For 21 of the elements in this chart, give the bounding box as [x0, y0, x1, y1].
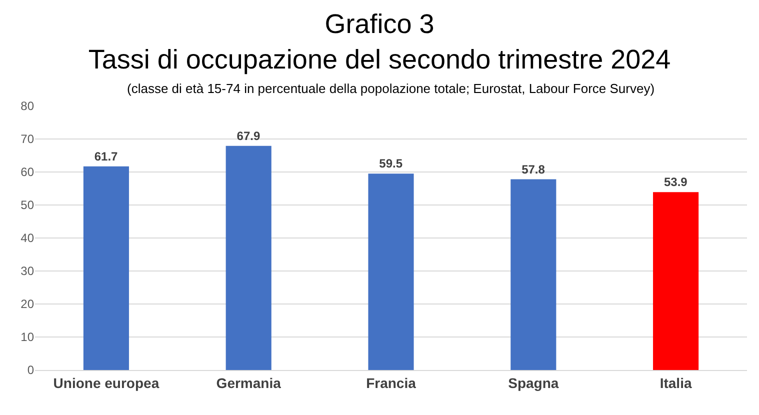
y-tick-label: 70 — [20, 132, 34, 146]
y-tick-label: 40 — [20, 231, 34, 246]
x-tick-label: Germania — [216, 374, 282, 391]
x-tick-label: Italia — [660, 374, 692, 391]
x-tick-label: Spagna — [508, 374, 559, 391]
y-tick-label: 50 — [20, 198, 34, 212]
y-tick-label: 80 — [20, 99, 34, 114]
chart-subtitle: (classe di età 15-74 in percentuale della popolazione totale; Eurostat, Labour Force Survey) — [127, 81, 655, 96]
data-label: 57.8 — [522, 162, 546, 176]
data-label: 67.9 — [236, 128, 260, 143]
y-tick-label: 30 — [20, 264, 34, 278]
y-tick-label: 20 — [20, 297, 34, 312]
data-label: 59.5 — [379, 156, 403, 171]
data-label: 61.7 — [94, 149, 118, 164]
data-label: 53.9 — [664, 175, 688, 190]
y-tick-label: 0 — [27, 363, 34, 378]
y-tick-label: 10 — [20, 330, 34, 344]
chart-title: Grafico 3 Tassi di occupazione del secondo trimestre 2024 — [88, 9, 671, 74]
x-tick-label: Unione europea — [53, 374, 160, 391]
y-tick-label: 60 — [20, 165, 34, 180]
x-tick-label: Francia — [366, 374, 416, 391]
